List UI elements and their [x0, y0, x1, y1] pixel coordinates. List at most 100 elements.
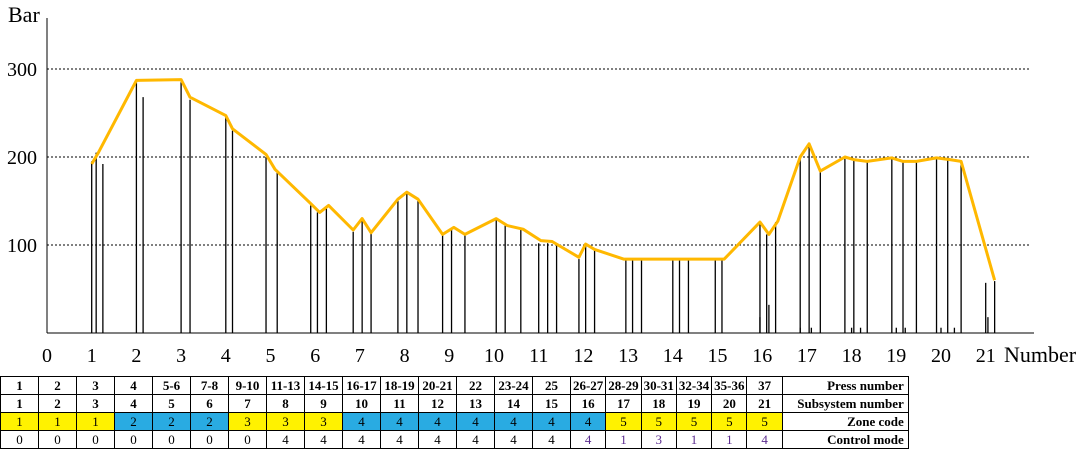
table-cell: 2 — [38, 394, 77, 413]
summary-table: 1 2 3 4 5-6 7-8 9-10 11-13 14-15 16-17 18-19 20-21 2… — [0, 376, 909, 449]
x-tick-label: 6 — [310, 345, 320, 367]
row-label: Subsystem number — [781, 394, 909, 413]
table-cell: 1 — [76, 412, 115, 431]
table-cell: 1 — [0, 394, 39, 413]
x-tick-label: 9 — [444, 345, 454, 367]
table-row: 0 0 0 0 0 0 0 4 4 4 4 4 4 4 4 4 1 3 1 1 4 Control mode — [0, 430, 909, 449]
table-cell: 1 — [38, 412, 77, 431]
table-cell: 4 — [380, 412, 419, 431]
table-cell: 4 — [418, 412, 457, 431]
table-cell: 0 — [38, 430, 77, 449]
table-cell: 11-13 — [266, 376, 305, 395]
y-tick-label: 200 — [7, 147, 37, 169]
table-cell: 4 — [456, 430, 495, 449]
table-cell: 3 — [76, 376, 115, 395]
x-tick-label: 10 — [484, 345, 504, 367]
table-cell: 5 — [711, 412, 748, 431]
table-cell: 0 — [152, 430, 191, 449]
x-tick-label: 7 — [355, 345, 365, 367]
table-cell: 0 — [76, 430, 115, 449]
table-cell: 0 — [190, 430, 229, 449]
table-cell: 18 — [640, 394, 677, 413]
table-cell: 4 — [114, 394, 153, 413]
x-tick-label: 4 — [221, 345, 231, 367]
x-tick-label: 11 — [529, 345, 548, 367]
series-line — [90, 78, 997, 281]
table-cell: 2 — [114, 412, 153, 431]
table-cell: 35-36 — [711, 376, 748, 395]
row-label: Zone code — [781, 412, 909, 431]
table-cell: 3 — [228, 412, 267, 431]
table-cell: 4 — [418, 430, 457, 449]
table-cell: 0 — [114, 430, 153, 449]
y-axis-label: Bar — [8, 2, 40, 27]
y-tick-labels: 100 200 300 — [7, 59, 37, 257]
table-cell: 4 — [569, 430, 607, 449]
table-row: 1 2 3 4 5-6 7-8 9-10 11-13 14-15 16-17 18-19 20-21 2… — [0, 376, 909, 395]
table-cell: 4 — [569, 412, 607, 431]
table-cell: 1 — [711, 430, 748, 449]
table-cell: 5-6 — [152, 376, 191, 395]
table-cell: 13 — [456, 394, 495, 413]
table-cell: 0 — [228, 430, 267, 449]
table-cell: 1 — [0, 412, 39, 431]
table-cell: 37 — [746, 376, 783, 395]
table-cell: 2 — [190, 412, 229, 431]
table-cell: 2 — [38, 376, 77, 395]
y-tick-label: 100 — [7, 235, 37, 257]
table-cell: 26-27 — [569, 376, 607, 395]
table-cell: 5 — [640, 412, 677, 431]
table-cell: 18-19 — [380, 376, 419, 395]
table-cell: 16-17 — [342, 376, 381, 395]
x-tick-label: 12 — [573, 345, 593, 367]
table-cell: 14 — [494, 394, 533, 413]
x-tick-label: 16 — [752, 345, 772, 367]
x-tick-label: 1 — [87, 345, 97, 367]
table-cell: 4 — [304, 430, 343, 449]
x-axis-label: Number — [1004, 342, 1077, 367]
table-cell: 4 — [266, 430, 305, 449]
table-cell: 3 — [76, 394, 115, 413]
x-tick-label: 18 — [842, 345, 862, 367]
x-tick-label: 13 — [618, 345, 638, 367]
gridlines — [47, 68, 1030, 246]
x-tick-labels: 0 1 2 3 4 5 6 7 8 9 10 11 12 13 14 15 16 17 18 19 20 21 — [42, 345, 996, 367]
table-cell: 17 — [605, 394, 642, 413]
table-cell: 5 — [746, 412, 783, 431]
short-markers — [759, 304, 989, 333]
x-tick-label: 21 — [976, 345, 996, 367]
table-cell: 25 — [532, 376, 571, 395]
table-cell: 16 — [569, 394, 607, 413]
table-cell: 7-8 — [190, 376, 229, 395]
table-cell: 5 — [675, 412, 713, 431]
table-cell: 28-29 — [605, 376, 642, 395]
x-tick-label: 15 — [708, 345, 728, 367]
table-cell: 32-34 — [675, 376, 713, 395]
table-cell: 20-21 — [418, 376, 457, 395]
table-cell: 4 — [380, 430, 419, 449]
table-cell: 11 — [380, 394, 419, 413]
x-tick-label: 14 — [663, 345, 683, 367]
table-cell: 10 — [342, 394, 381, 413]
table-cell: 4 — [494, 430, 533, 449]
table-cell: 14-15 — [304, 376, 343, 395]
table-row: 1 2 3 4 5 6 7 8 9 10 11 12 13 14 15 16 17 18 19 20 21 Subsyst… — [0, 394, 909, 413]
table-cell: 4 — [342, 412, 381, 431]
table-cell: 1 — [675, 430, 713, 449]
x-tick-label: 8 — [400, 345, 410, 367]
table-cell: 5 — [152, 394, 191, 413]
table-cell: 4 — [494, 412, 533, 431]
x-tick-label: 17 — [797, 345, 817, 367]
table-cell: 3 — [640, 430, 677, 449]
x-tick-label: 19 — [886, 345, 906, 367]
y-tick-label: 300 — [7, 59, 37, 81]
x-tick-label: 2 — [131, 345, 141, 367]
table-cell: 4 — [342, 430, 381, 449]
table-cell: 30-31 — [640, 376, 677, 395]
table-row: 1 1 1 2 2 2 3 3 3 4 4 4 4 4 4 4 5 5 5 5 5 Zone code — [0, 412, 909, 431]
table-cell: 4 — [532, 412, 571, 431]
table-cell: 4 — [114, 376, 153, 395]
vertical-lines — [91, 82, 996, 333]
table-cell: 2 — [152, 412, 191, 431]
